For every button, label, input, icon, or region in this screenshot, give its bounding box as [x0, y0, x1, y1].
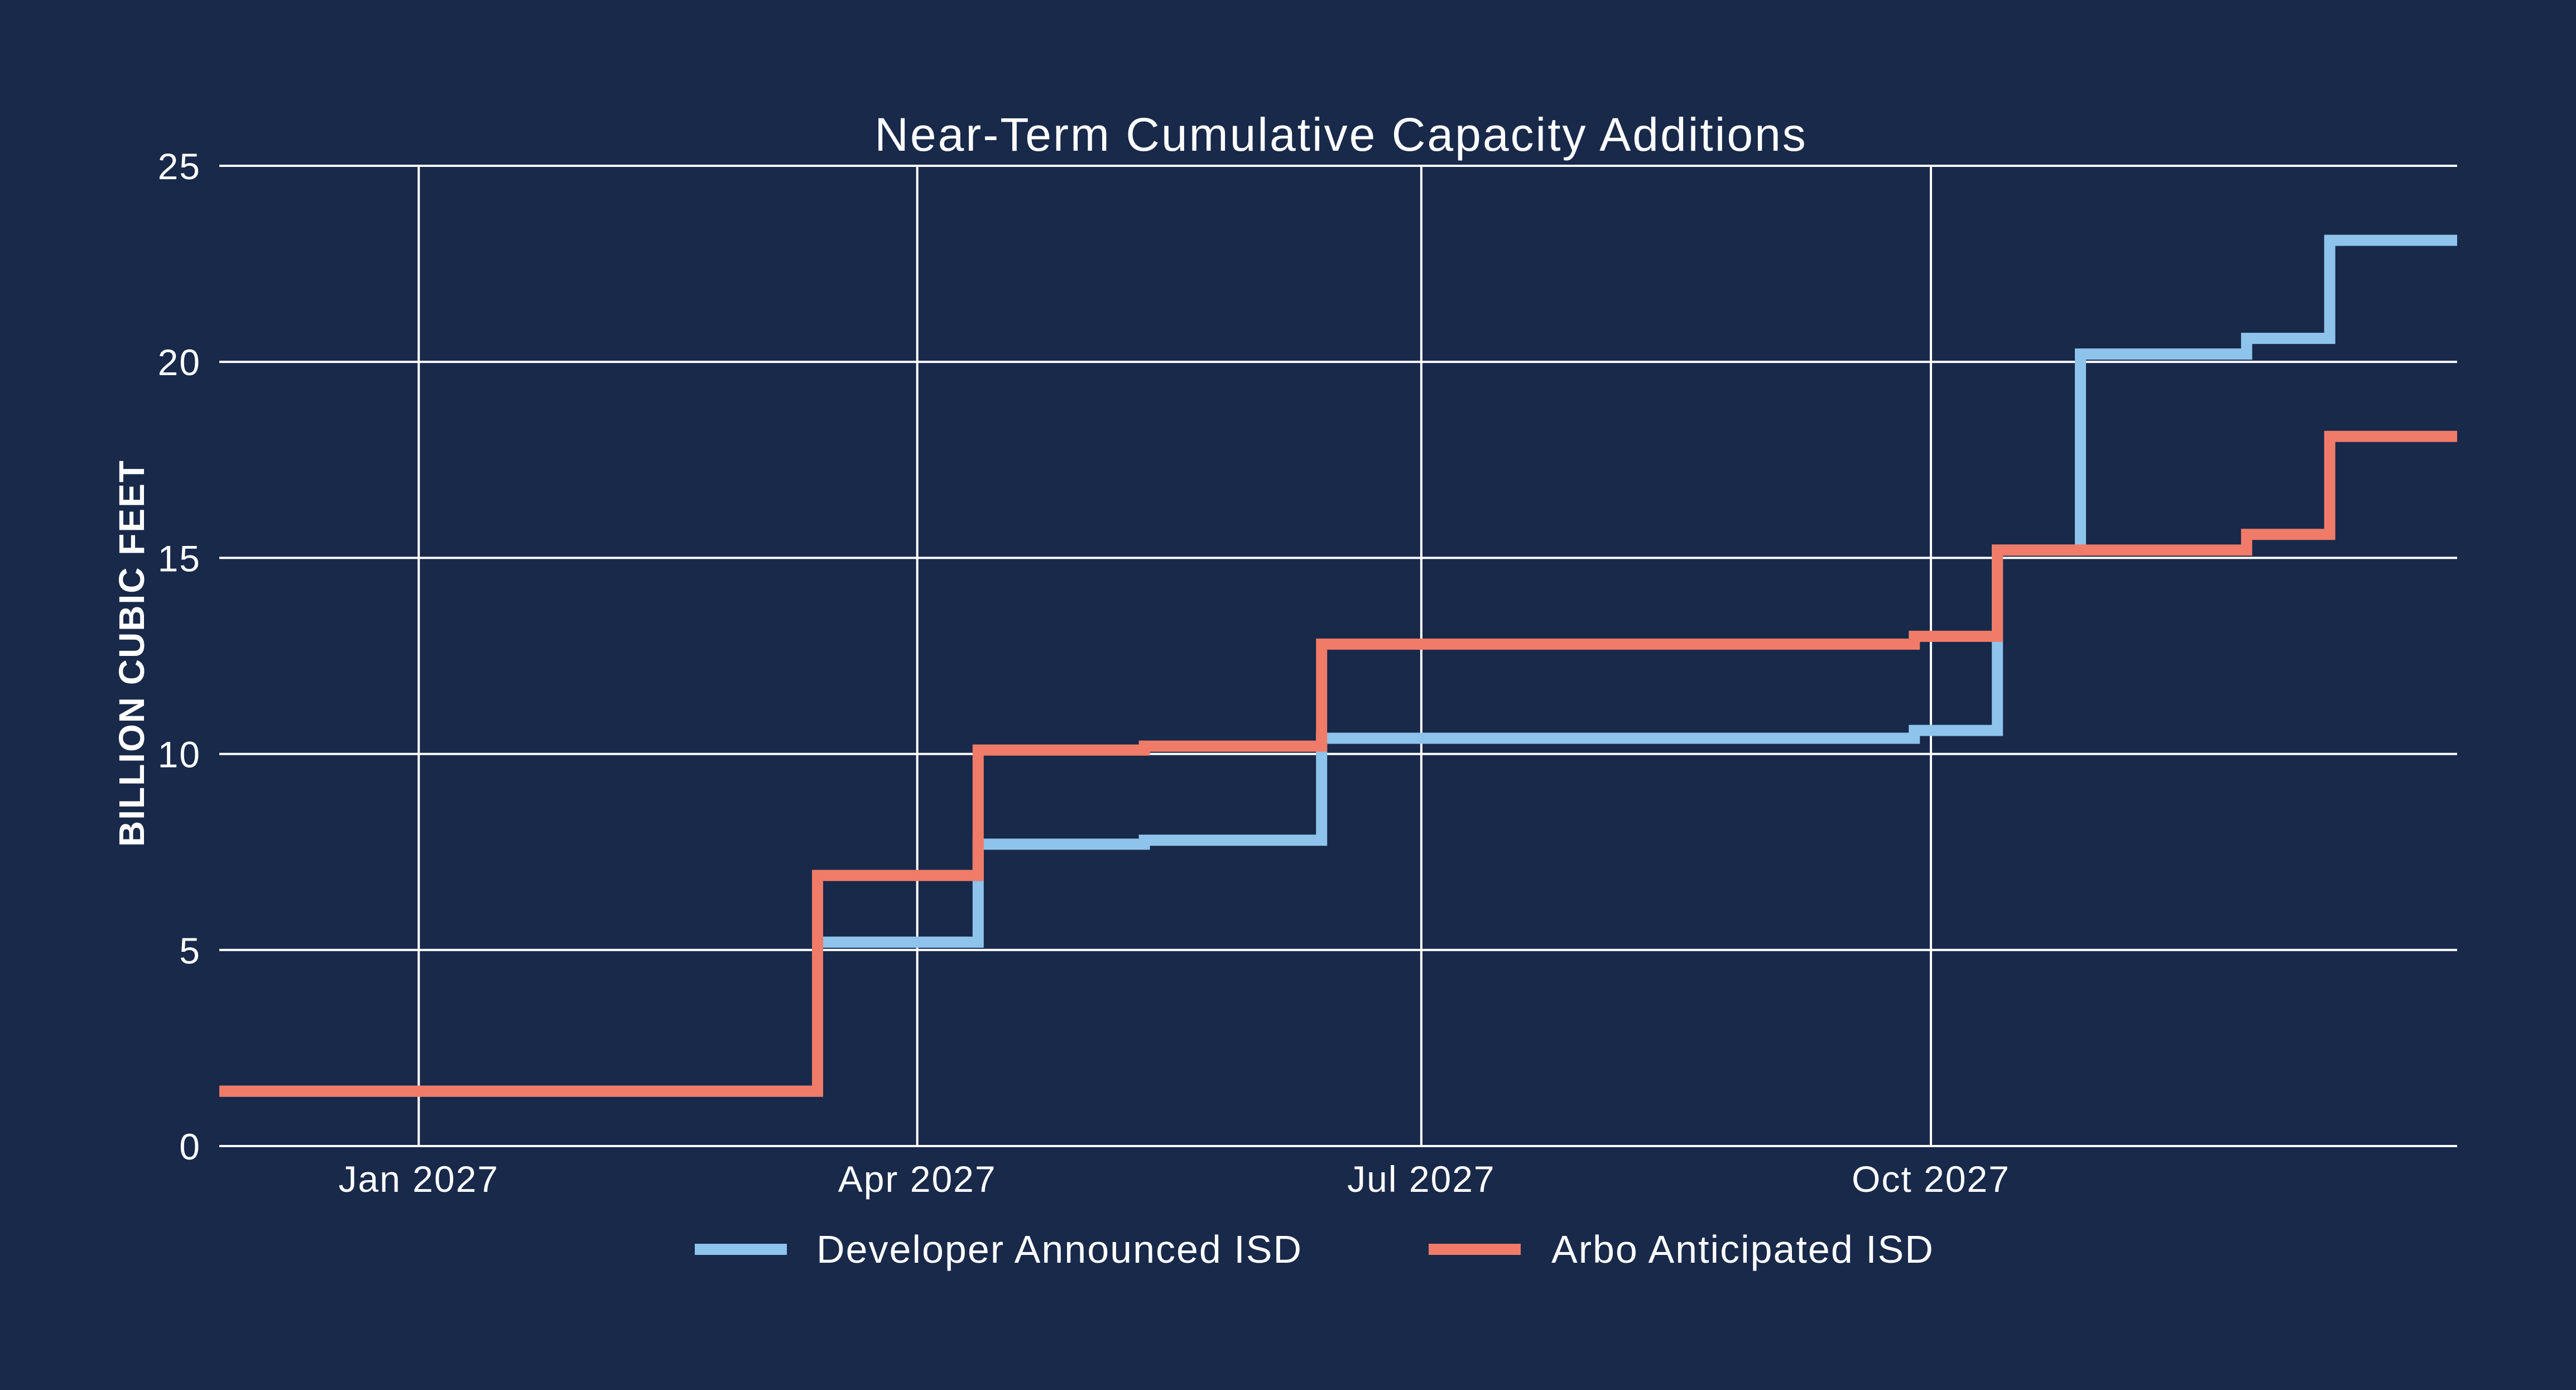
y-tick-label: 10 [158, 734, 201, 775]
series-line-2 [219, 430, 2457, 1097]
y-tick-label: 0 [179, 1126, 201, 1167]
legend-label: Developer Announced ISD [816, 1228, 1303, 1271]
y-axis-title: BILLION CUBIC FEET [112, 459, 152, 847]
x-axis-ticks: Jan 2027 Apr 2027 Jul 2027 Oct 2027 [339, 1158, 2010, 1200]
chart-title: Near-Term Cumulative Capacity Additions [874, 108, 1808, 161]
series-lines [219, 234, 2457, 1097]
legend-item-1: Developer Announced ISD [695, 1228, 1303, 1271]
horizontal-gridlines [219, 165, 2457, 1147]
y-tick-label: 15 [158, 538, 201, 579]
x-tick-label: Apr 2027 [838, 1158, 997, 1200]
legend-item-2: Arbo Anticipated ISD [1429, 1228, 1934, 1271]
y-tick-label: 25 [158, 146, 201, 187]
series-line-1 [219, 234, 2457, 1097]
x-tick-label: Oct 2027 [1852, 1158, 2010, 1200]
y-tick-label: 5 [179, 930, 201, 971]
legend-label: Arbo Anticipated ISD [1551, 1228, 1934, 1271]
legend: Developer Announced ISD Arbo Anticipated … [695, 1228, 1934, 1271]
vertical-gridlines [417, 166, 1933, 1146]
x-tick-label: Jan 2027 [339, 1158, 499, 1200]
y-axis-ticks: 0 5 10 15 20 25 [158, 146, 201, 1167]
x-tick-label: Jul 2027 [1347, 1158, 1496, 1200]
y-tick-label: 20 [158, 342, 201, 383]
